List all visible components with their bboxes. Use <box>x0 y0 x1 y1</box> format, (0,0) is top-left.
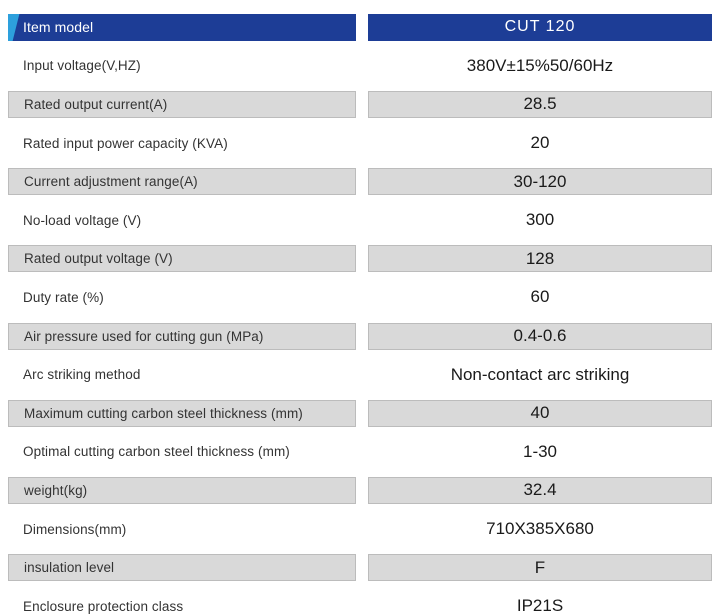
row-label: No-load voltage (V) <box>23 212 142 228</box>
row-label: insulation level <box>8 554 356 582</box>
row-value: 20 <box>530 133 550 153</box>
table-row: Arc striking method Non-contact arc stri… <box>8 355 712 394</box>
table-row: Current adjustment range(A) 30-120 <box>8 162 712 201</box>
row-value: 380V±15%50/60Hz <box>466 55 614 75</box>
table-row: Rated output current(A) 28.5 <box>8 85 712 124</box>
table-row: Maximum cutting carbon steel thickness (… <box>8 394 712 433</box>
row-value: 32.4 <box>368 476 712 504</box>
table-row: weight(kg) 32.4 <box>8 471 712 510</box>
row-value: 0.4-0.6 <box>368 322 712 350</box>
table-row: Enclosure protection class IP21S <box>8 587 712 614</box>
table-row: Optimal cutting carbon steel thickness (… <box>8 433 712 472</box>
row-value: 128 <box>368 245 712 273</box>
row-value: 28.5 <box>368 90 712 118</box>
row-label: weight(kg) <box>8 476 356 504</box>
row-value: 710X385X680 <box>486 519 594 539</box>
table-row: Rated output voltage (V) 128 <box>8 240 712 279</box>
row-value: 40 <box>368 399 712 427</box>
row-label: Rated output current(A) <box>8 90 356 118</box>
table-row: Dimensions(mm) 710X385X680 <box>8 510 712 549</box>
row-value: 60 <box>530 287 550 307</box>
row-label: Arc striking method <box>23 367 141 383</box>
row-value: F <box>368 554 712 582</box>
header-item-model-label: Item model <box>8 13 356 41</box>
table-row: Duty rate (%) 60 <box>8 278 712 317</box>
row-value: Non-contact arc striking <box>450 364 630 384</box>
header-model-value: CUT 120 <box>368 13 712 41</box>
row-label: Current adjustment range(A) <box>8 168 356 196</box>
table-row: Air pressure used for cutting gun (MPa) … <box>8 317 712 356</box>
row-label: Rated input power capacity (KVA) <box>23 135 228 151</box>
row-label: Maximum cutting carbon steel thickness (… <box>8 399 356 427</box>
row-value: 300 <box>525 210 555 230</box>
table-row: Input voltage(V,HZ) 380V±15%50/60Hz <box>8 47 712 86</box>
row-label: Dimensions(mm) <box>23 521 127 537</box>
row-label: Enclosure protection class <box>23 598 184 614</box>
table-header-row: Item model CUT 120 <box>8 8 712 47</box>
row-label: Optimal cutting carbon steel thickness (… <box>23 444 290 460</box>
row-label: Rated output voltage (V) <box>8 245 356 273</box>
table-row: Rated input power capacity (KVA) 20 <box>8 124 712 163</box>
row-label: Duty rate (%) <box>23 289 104 305</box>
row-label: Air pressure used for cutting gun (MPa) <box>8 322 356 350</box>
row-value: IP21S <box>516 596 564 614</box>
table-row: insulation level F <box>8 548 712 587</box>
row-value: 30-120 <box>368 168 712 196</box>
table-row: No-load voltage (V) 300 <box>8 201 712 240</box>
row-label: Input voltage(V,HZ) <box>23 58 141 74</box>
row-value: 1-30 <box>522 441 558 461</box>
